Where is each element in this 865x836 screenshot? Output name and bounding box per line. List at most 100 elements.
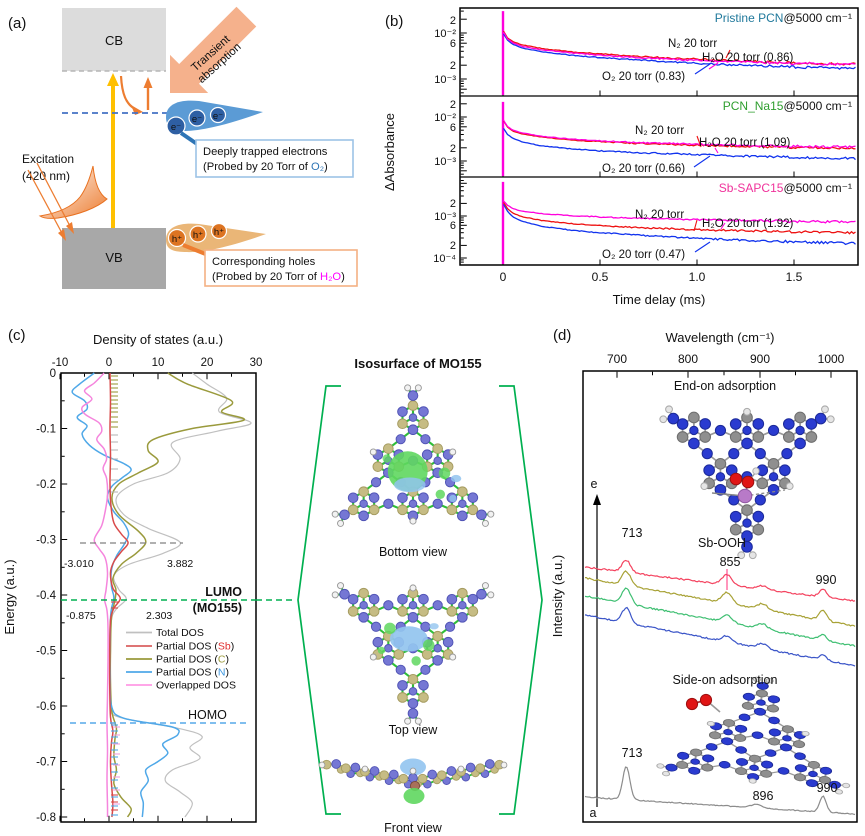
excitation-thin-arrow: [27, 169, 64, 236]
atom-H: [743, 407, 751, 416]
atom-N: [421, 449, 433, 461]
legend-c-pre: Partial DOS (: [156, 654, 218, 666]
c-isosurface-title: Isosurface of MO155: [354, 356, 481, 371]
b-title-2: PCN_Na15@5000 cm⁻¹: [723, 99, 852, 113]
b-title-3: Sb-SAPC15@5000 cm⁻¹: [719, 181, 852, 195]
atom-H: [409, 767, 417, 775]
atom-N: [407, 390, 419, 401]
b1-o2-leader: [694, 63, 711, 75]
c-xtick: 10: [152, 357, 165, 369]
end-on-sb-ooh-group: [711, 467, 786, 504]
cb-label: CB: [105, 33, 123, 48]
d-spectrum-c: [584, 587, 856, 648]
atom-H: [331, 510, 339, 518]
transient-arrow-shape: [170, 6, 257, 93]
electron-circle: [209, 106, 227, 124]
legend-n-post: ): [225, 667, 229, 679]
atom-C: [418, 504, 429, 516]
atom-C: [432, 630, 443, 642]
atom-N: [359, 499, 368, 509]
atom-H: [331, 591, 339, 599]
atom-N: [407, 698, 419, 709]
legend-overlapped-dos: Overlapped DOS: [156, 680, 236, 692]
atom-C: [722, 719, 736, 727]
hole-callout-connector: [182, 243, 209, 257]
isosurface-lobe: [382, 454, 391, 463]
b2-n2-label: N₂ 20 torr: [635, 125, 684, 137]
atom-C: [688, 411, 700, 424]
electron-circle: [166, 116, 186, 136]
atom-N: [467, 593, 479, 605]
panel-b-label: (b): [385, 13, 403, 30]
atom-H: [765, 678, 774, 684]
isosurface-lobe: [377, 646, 386, 655]
atom-N: [735, 746, 747, 754]
atom-H: [801, 730, 810, 737]
isosurface-lobe: [438, 467, 451, 480]
atom-N: [433, 644, 442, 653]
d-xtick: 900: [750, 352, 770, 366]
atom-N: [742, 425, 752, 436]
electron-symbol: e⁻: [213, 111, 223, 122]
b-decay-curve-1: [502, 202, 856, 235]
b1-h2o-label: H₂O 20 torr (0.86): [702, 52, 794, 64]
isosurface-lobe: [422, 639, 435, 651]
relaxation-curved-arrow: [119, 75, 136, 110]
atom-O: [741, 475, 755, 489]
atom-H: [449, 653, 457, 661]
excitation-label-line1: Excitation: [22, 152, 74, 166]
b-ytick: 2: [450, 143, 456, 155]
atom-H: [487, 510, 495, 518]
b-title-2-sample: PCN_Na15: [723, 99, 784, 113]
atom-N: [715, 472, 726, 482]
b-ytick: 10⁻²: [434, 28, 456, 40]
b-title-3-sample: Sb-SAPC15: [719, 181, 784, 195]
atom-N: [432, 600, 443, 611]
c-ann-overlap-upper: -3.010: [64, 558, 94, 570]
b-ylabel-text: ΔAbsorbance: [382, 113, 397, 191]
atom-N: [702, 754, 715, 763]
molecule-top-view: [331, 582, 495, 725]
atom-N: [383, 655, 394, 666]
atom-N: [420, 664, 431, 675]
c-molecule-views: [318, 384, 508, 804]
atom-C: [446, 606, 458, 617]
atom-H: [481, 582, 489, 590]
atom-C: [818, 776, 832, 784]
b1-o2-label: O₂ 20 torr (0.83): [602, 71, 685, 83]
atom-C: [676, 431, 689, 443]
b-curves: [501, 11, 856, 264]
atom-C: [379, 770, 390, 781]
atom-N: [752, 510, 765, 523]
c-xtick: 20: [201, 357, 214, 369]
atom-H: [659, 415, 668, 424]
excitation-thin-arrow-head: [66, 222, 74, 234]
atom-N: [369, 766, 380, 776]
atom-N: [814, 412, 827, 425]
d-peak-713-bottom: 713: [622, 746, 643, 760]
atom-N: [418, 679, 429, 691]
c-axis-ticks: [59, 372, 257, 822]
atom-C: [368, 606, 380, 617]
atom-N: [444, 621, 456, 632]
atom-C: [690, 748, 703, 757]
c-caption-front-view: Front view: [384, 821, 443, 835]
electron-box-line2: (Probed by 20 Torr of O₂): [203, 161, 328, 173]
b-decay-curve-0: [502, 203, 856, 246]
excitation-up-arrow-head: [107, 73, 119, 86]
electron-symbol: e⁻: [192, 114, 202, 125]
atom-N: [795, 425, 805, 436]
c-left-bracket: [297, 385, 341, 815]
atom-N: [742, 692, 755, 701]
electron-box-gas: O₂: [311, 161, 324, 173]
atom-H: [404, 717, 412, 725]
legend-partial-n: Partial DOS (N): [156, 667, 229, 679]
atom-N: [721, 737, 734, 746]
c-ann-sb-lumo: 2.303: [146, 610, 172, 622]
atom-N: [418, 593, 429, 605]
isosurface-lobe: [429, 623, 439, 630]
panel-a-label: (a): [8, 15, 26, 32]
atom-H: [369, 448, 377, 456]
atom-N: [408, 499, 418, 509]
atom-N: [767, 424, 780, 437]
